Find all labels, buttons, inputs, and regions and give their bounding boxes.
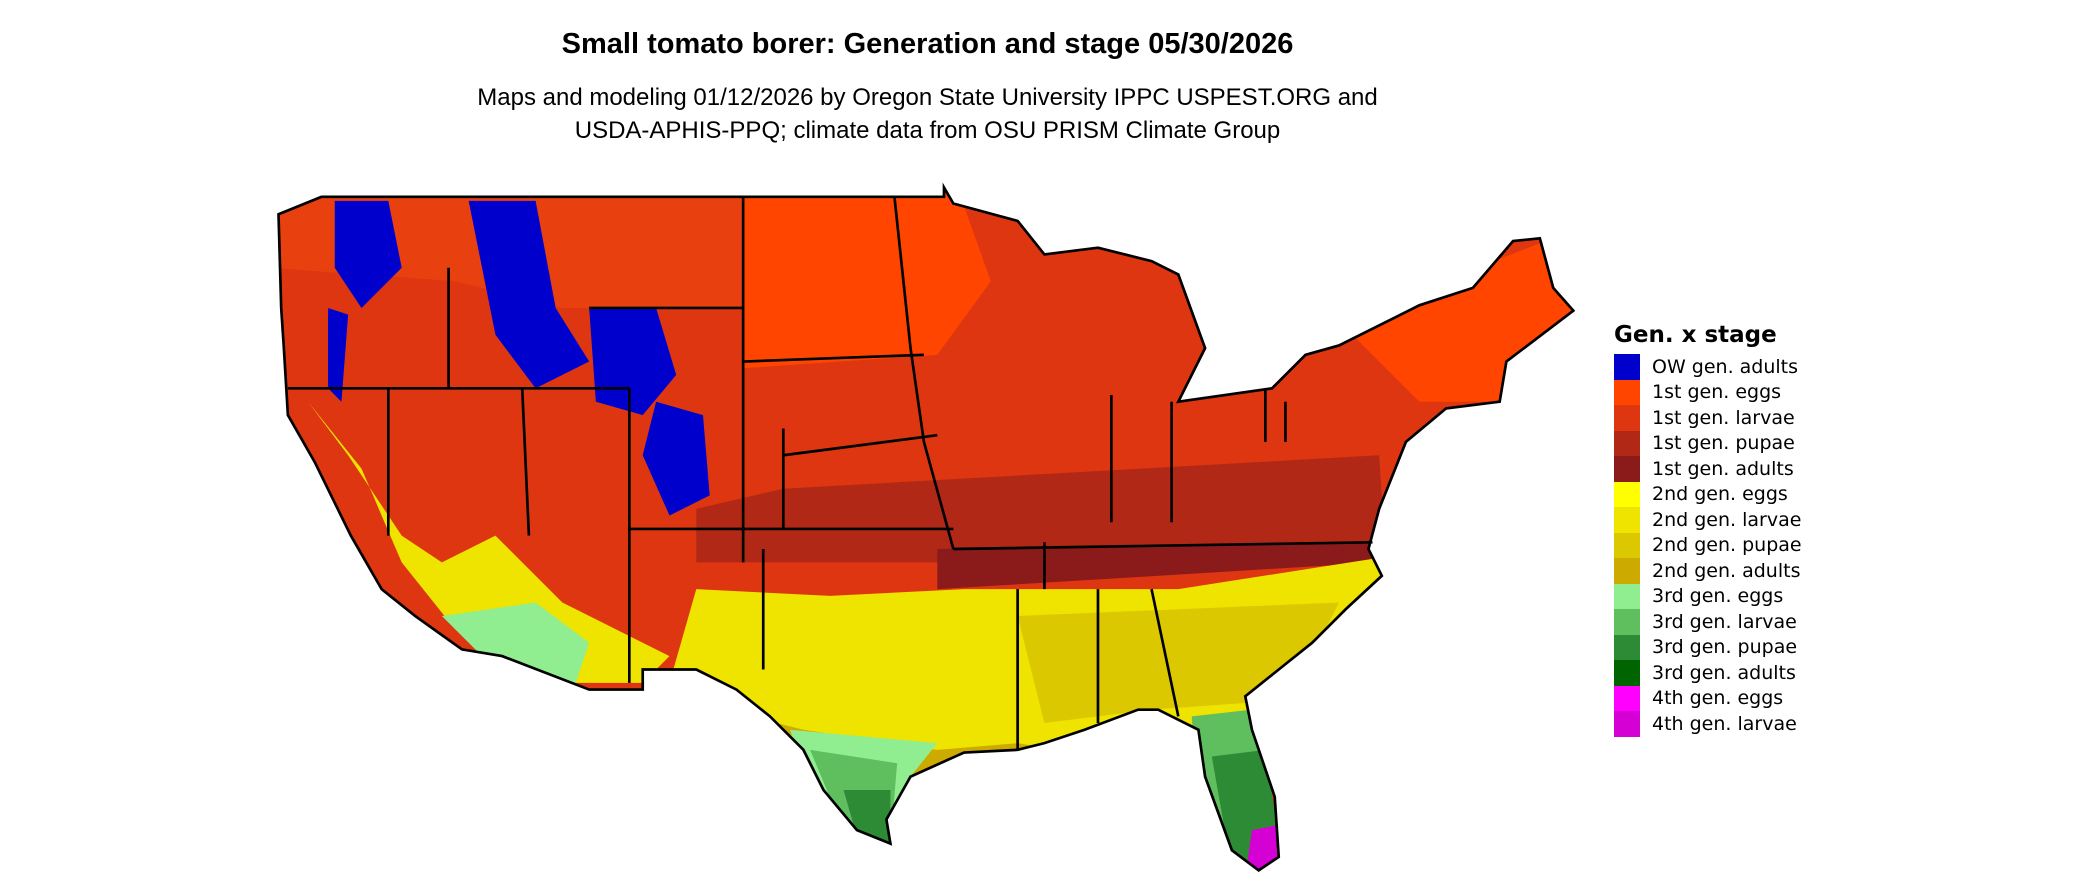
stage-regions (278, 187, 1574, 871)
legend-label: 2nd gen. pupae (1652, 534, 1802, 557)
legend-swatch (1614, 685, 1640, 711)
legend-swatch (1614, 379, 1640, 405)
legend-item: 2nd gen. larvae (1614, 507, 1802, 533)
legend-swatch (1614, 456, 1640, 482)
state-boundaries (277, 186, 1575, 872)
region-ow-adults-cascades (334, 200, 402, 308)
legend-item: OW gen. adults (1614, 354, 1802, 380)
legend-label: 4th gen. eggs (1652, 687, 1784, 710)
region-1st-gen-pupae (696, 455, 1386, 563)
legend-swatch (1614, 430, 1640, 456)
legend-title: Gen. x stage (1614, 322, 1777, 348)
legend-swatch (1614, 711, 1640, 737)
legend-label: 3rd gen. adults (1652, 661, 1796, 684)
legend-label: 4th gen. larvae (1652, 712, 1797, 735)
legend-item: 1st gen. adults (1614, 456, 1802, 482)
legend-item: 4th gen. larvae (1614, 711, 1802, 737)
legend-label: 3rd gen. pupae (1652, 636, 1798, 659)
legend-swatch (1614, 634, 1640, 660)
legend-item: 1st gen. pupae (1614, 430, 1802, 456)
legend-label: OW gen. adults (1652, 355, 1799, 378)
legend-label: 3rd gen. eggs (1652, 585, 1784, 608)
legend-swatch (1614, 609, 1640, 635)
legend-swatch (1614, 481, 1640, 507)
map-subtitle-line-1: Maps and modeling 01/12/2026 by Oregon S… (477, 84, 1378, 111)
legend-swatch (1614, 532, 1640, 558)
legend-swatch (1614, 354, 1640, 380)
legend-item: 1st gen. larvae (1614, 405, 1802, 431)
legend: Gen. x stage OW gen. adults 1st gen. eggs… (1614, 322, 1802, 737)
legend-label: 3rd gen. larvae (1652, 610, 1797, 633)
legend-item: 3rd gen. larvae (1614, 609, 1802, 635)
region-2nd-gen-larvae-southwest (307, 401, 670, 683)
internal-state-lines (287, 196, 1373, 750)
region-2nd-gen-larvae (669, 555, 1393, 831)
legend-swatch (1614, 558, 1640, 584)
region-ow-adults-oregon (328, 307, 349, 402)
legend-item: 1st gen. eggs (1614, 379, 1802, 405)
region-2nd-gen-pupae (1017, 602, 1339, 724)
region-ow-adults-colorado (642, 401, 710, 516)
legend-label: 2nd gen. eggs (1652, 483, 1788, 506)
legend-label: 1st gen. pupae (1652, 432, 1795, 455)
legend-label: 1st gen. eggs (1652, 381, 1782, 404)
region-1st-gen-eggs-plains (743, 187, 991, 369)
legend-label: 1st gen. adults (1652, 457, 1794, 480)
legend-item: 3rd gen. eggs (1614, 583, 1802, 609)
region-ow-adults-idaho (468, 200, 590, 389)
legend-label: 2nd gen. adults (1652, 559, 1801, 582)
legend-item: 2nd gen. adults (1614, 558, 1802, 584)
legend-swatch (1614, 507, 1640, 533)
map-title: Small tomato borer: Generation and stage… (561, 28, 1294, 60)
legend-swatch (1614, 660, 1640, 686)
map-subtitle-line-2: USDA-APHIS-PPQ; climate data from OSU PR… (574, 117, 1281, 144)
legend-item: 2nd gen. eggs (1614, 481, 1802, 507)
legend-item: 4th gen. eggs (1614, 685, 1802, 711)
legend-item: 3rd gen. pupae (1614, 634, 1802, 660)
region-1st-gen-adults (937, 542, 1380, 590)
legend-swatch (1614, 405, 1640, 431)
legend-item: 3rd gen. adults (1614, 660, 1802, 686)
legend-label: 2nd gen. larvae (1652, 508, 1802, 531)
legend-label: 1st gen. larvae (1652, 406, 1795, 429)
legend-item: 2nd gen. pupae (1614, 532, 1802, 558)
legend-swatch (1614, 583, 1640, 609)
region-3rd-gen-eggs-southwest (441, 602, 590, 683)
